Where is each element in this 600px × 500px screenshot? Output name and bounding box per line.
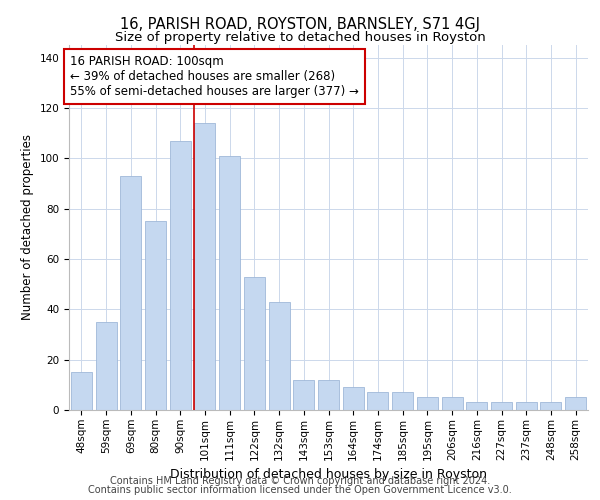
- Bar: [442, 398, 463, 410]
- Text: 16, PARISH ROAD, ROYSTON, BARNSLEY, S71 4GJ: 16, PARISH ROAD, ROYSTON, BARNSLEY, S71 …: [120, 18, 480, 32]
- Bar: [318, 380, 339, 410]
- Bar: [491, 402, 512, 410]
- Text: 16 PARISH ROAD: 100sqm
← 39% of detached houses are smaller (268)
55% of semi-de: 16 PARISH ROAD: 100sqm ← 39% of detached…: [70, 55, 359, 98]
- Bar: [71, 372, 92, 410]
- Text: Size of property relative to detached houses in Royston: Size of property relative to detached ho…: [115, 31, 485, 44]
- Bar: [244, 276, 265, 410]
- Text: Contains HM Land Registry data © Crown copyright and database right 2024.: Contains HM Land Registry data © Crown c…: [110, 476, 490, 486]
- Bar: [170, 140, 191, 410]
- Bar: [466, 402, 487, 410]
- Bar: [269, 302, 290, 410]
- Bar: [194, 123, 215, 410]
- Bar: [219, 156, 240, 410]
- Bar: [541, 402, 562, 410]
- Y-axis label: Number of detached properties: Number of detached properties: [21, 134, 34, 320]
- X-axis label: Distribution of detached houses by size in Royston: Distribution of detached houses by size …: [170, 468, 487, 481]
- Bar: [145, 221, 166, 410]
- Text: Contains public sector information licensed under the Open Government Licence v3: Contains public sector information licen…: [88, 485, 512, 495]
- Bar: [417, 398, 438, 410]
- Bar: [392, 392, 413, 410]
- Bar: [95, 322, 116, 410]
- Bar: [343, 388, 364, 410]
- Bar: [293, 380, 314, 410]
- Bar: [367, 392, 388, 410]
- Bar: [565, 398, 586, 410]
- Bar: [516, 402, 537, 410]
- Bar: [120, 176, 141, 410]
